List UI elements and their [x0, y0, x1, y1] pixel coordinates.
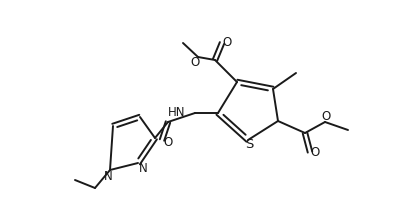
- Text: N: N: [103, 170, 112, 182]
- Text: N: N: [139, 162, 147, 175]
- Text: O: O: [321, 109, 331, 123]
- Text: O: O: [222, 36, 232, 48]
- Text: HN: HN: [168, 106, 185, 119]
- Text: O: O: [163, 136, 173, 150]
- Text: S: S: [245, 138, 253, 150]
- Text: O: O: [310, 146, 320, 160]
- Text: O: O: [190, 56, 200, 68]
